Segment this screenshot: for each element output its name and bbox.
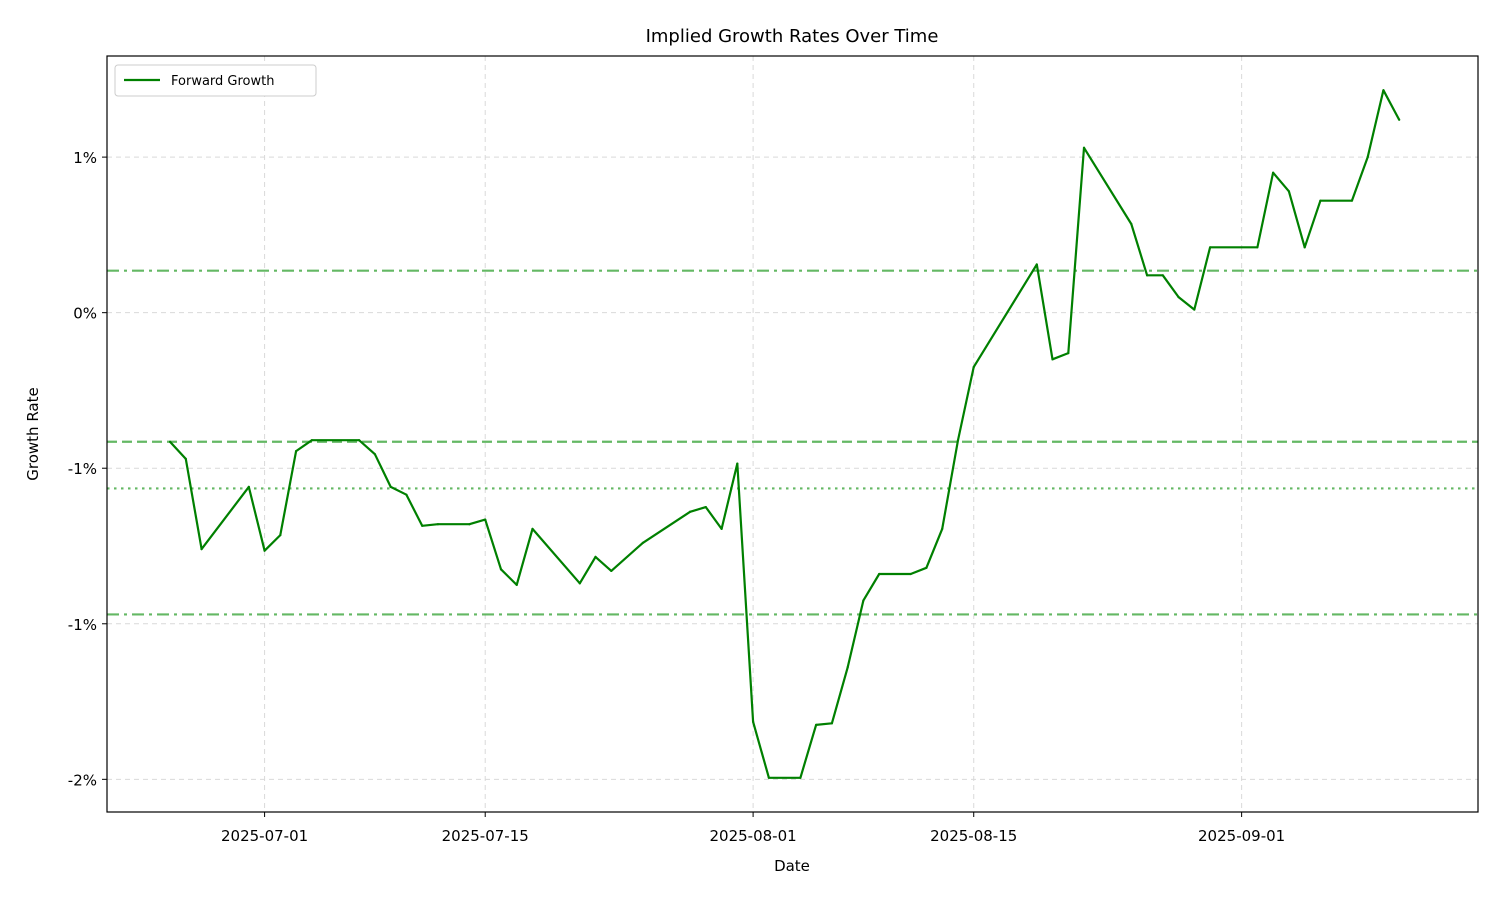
data-point	[799, 776, 802, 779]
data-point	[720, 527, 723, 530]
data-point	[752, 720, 755, 723]
grid-lines	[107, 56, 1478, 812]
reference-lines	[107, 269, 1478, 616]
data-point	[704, 506, 707, 509]
x-tick-label: 2025-08-15	[930, 827, 1017, 845]
y-tick-label: 1%	[73, 149, 97, 167]
data-point	[1319, 199, 1322, 202]
x-tick-label: 2025-08-01	[710, 827, 797, 845]
data-point	[1082, 146, 1086, 149]
data-point	[1382, 89, 1385, 92]
data-point	[846, 666, 849, 669]
plot-area-frame	[106, 55, 1479, 813]
data-point	[1130, 222, 1133, 226]
data-point	[1035, 263, 1038, 266]
data-point	[200, 548, 203, 551]
y-axis-ticks: 1% 0% -1% -1% -2%	[68, 149, 107, 789]
data-point	[909, 572, 912, 576]
data-point	[263, 549, 266, 552]
data-point	[830, 722, 833, 725]
data-point	[736, 462, 739, 465]
data-point	[815, 723, 818, 726]
x-tick-label: 2025-07-01	[221, 827, 308, 845]
data-point	[436, 523, 440, 526]
data-point	[925, 566, 928, 569]
data-point	[1145, 274, 1149, 277]
data-point	[767, 776, 770, 779]
data-point	[1161, 274, 1164, 277]
legend: Forward Growth	[114, 64, 317, 97]
data-point	[1366, 156, 1369, 159]
data-point	[941, 527, 944, 530]
x-tick-label: 2025-07-15	[442, 827, 529, 845]
x-axis-label: Date	[774, 857, 810, 875]
data-point	[1287, 190, 1290, 193]
data-point	[1177, 296, 1180, 299]
x-tick-label: 2025-09-01	[1198, 827, 1285, 845]
data-point	[862, 599, 865, 602]
y-tick-label: 0%	[73, 305, 97, 323]
data-point	[1209, 246, 1212, 249]
data-point	[578, 582, 581, 585]
data-point	[499, 568, 503, 571]
legend-box	[114, 64, 317, 97]
data-point	[1256, 246, 1259, 249]
data-point	[972, 366, 975, 369]
data-point	[610, 569, 613, 572]
data-point	[594, 555, 597, 558]
data-point	[421, 524, 424, 527]
data-point	[373, 453, 376, 456]
data-point	[1303, 246, 1306, 249]
data-point	[515, 583, 518, 586]
data-point	[688, 510, 692, 513]
data-point	[956, 439, 960, 442]
data-point	[310, 439, 313, 442]
data-point	[389, 485, 392, 488]
data-point	[405, 493, 408, 496]
data-point	[1067, 352, 1070, 355]
data-point	[1193, 308, 1196, 311]
y-tick-label: -1%	[68, 616, 97, 634]
data-point	[468, 523, 471, 526]
series-layer	[168, 89, 1401, 779]
data-point	[168, 440, 172, 443]
chart-title: Implied Growth Rates Over Time	[646, 26, 939, 47]
data-point	[484, 518, 487, 521]
y-tick-label: -1%	[68, 460, 97, 478]
data-point	[641, 541, 644, 544]
data-point	[279, 534, 282, 537]
legend-label-forward-growth: Forward Growth	[171, 74, 274, 89]
data-point	[1051, 358, 1054, 361]
y-tick-label: -2%	[68, 771, 97, 789]
data-point	[1398, 118, 1401, 121]
data-point	[184, 457, 187, 460]
y-axis-label: Growth Rate	[24, 387, 42, 480]
data-point	[247, 485, 250, 488]
data-point	[358, 439, 361, 442]
x-axis-ticks: 2025-07-01 2025-07-15 2025-08-01 2025-08-15…	[221, 812, 1285, 845]
data-point	[1272, 171, 1275, 174]
data-point	[878, 572, 881, 576]
data-point	[1350, 199, 1354, 202]
series-line-forward-growth	[169, 89, 1401, 779]
data-point	[531, 527, 534, 530]
data-point	[295, 450, 298, 453]
